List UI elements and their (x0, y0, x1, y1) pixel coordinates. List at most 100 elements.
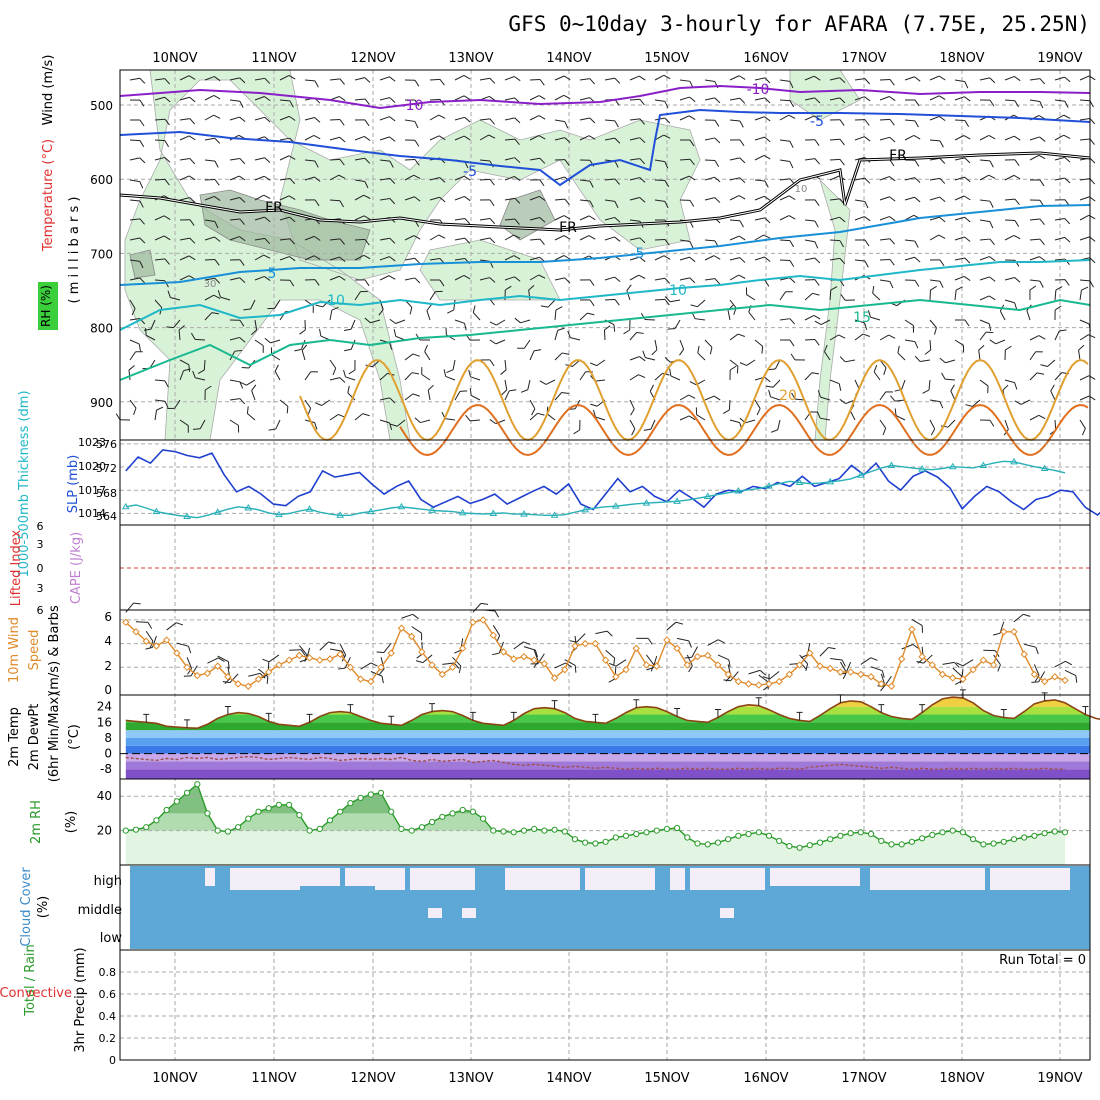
wind-speed-point (122, 618, 130, 626)
wind-barb-upper (779, 114, 796, 121)
contour-label: 15 (853, 310, 871, 326)
thickness-point (703, 492, 712, 499)
temp-minmax-marker (1082, 706, 1089, 715)
rh-point (990, 840, 997, 847)
wind-speed-point (734, 677, 743, 686)
wind-barb-upper (404, 79, 420, 87)
wind-barb-upper (229, 99, 244, 108)
cloud-clear-gap (720, 908, 734, 918)
rh-point (500, 828, 507, 835)
wind-barb-upper (1040, 359, 1056, 368)
temp-minmax-marker (265, 712, 272, 722)
wind-speed-point (265, 668, 273, 676)
temp-tick-label: 8 (104, 731, 112, 745)
wind-speed-point (295, 651, 304, 660)
wind-barb-upper (1079, 118, 1096, 125)
wind-barb-upper (540, 299, 556, 308)
wind-barb-upper (840, 294, 856, 301)
wind-barb-upper (454, 319, 467, 331)
wind-speed-point (908, 625, 916, 634)
wind-barb-upper (914, 355, 931, 363)
wind-barb-upper (779, 195, 796, 201)
date-label-bottom: 12NOV (350, 1071, 395, 1086)
wind-barb-upper (929, 139, 944, 148)
rh-point (888, 841, 895, 848)
contour-label: -10 (747, 82, 770, 98)
wind-barb-upper (804, 257, 821, 264)
contour-label: 30 (204, 279, 217, 290)
rh-point (653, 827, 660, 834)
wind-barb-upper (929, 419, 936, 436)
wind-barb-upper (454, 274, 471, 281)
temp-color-band (125, 737, 1090, 746)
wind-barb-upper (679, 277, 696, 284)
wind-barb-upper (529, 157, 546, 164)
thickness-point (213, 508, 222, 515)
wind-barb-upper (1004, 114, 1021, 121)
wind-barb-upper (404, 257, 421, 264)
wind-barb-upper (1029, 372, 1045, 381)
wind-barb-10m (992, 621, 1005, 636)
wind-barb-upper (429, 279, 445, 287)
wind-barb-upper (704, 137, 721, 144)
cloud-clear-gap (585, 868, 655, 890)
wind-speed-point (336, 650, 344, 658)
wind-barb-upper (729, 75, 746, 81)
wind-barb-upper (1004, 75, 1021, 82)
wind-speed-point (550, 674, 559, 682)
thickness-point (183, 512, 191, 519)
wind-barb-10m (605, 649, 616, 666)
wind-barb-upper (979, 379, 989, 394)
cloud-clear-gap (770, 868, 860, 886)
wind-barb-upper (1004, 234, 1021, 241)
axis-label-slp: SLP (mb) (66, 455, 81, 514)
wind-barb-10m (554, 662, 572, 669)
wind-barb-upper (279, 99, 294, 108)
wind-speed-point (407, 632, 416, 641)
wind-barb-upper (204, 259, 220, 266)
wind-barb-upper (754, 234, 771, 241)
wind-speed-point (816, 662, 824, 670)
wind-barb-upper (304, 176, 321, 182)
wind-barb-upper (446, 359, 456, 374)
lifted-index-tick: 0 (37, 562, 44, 575)
wind-barb-upper (604, 77, 621, 84)
wind-barb-upper (579, 235, 596, 241)
wind-barb-upper (754, 136, 771, 143)
wind-barb-upper (343, 319, 356, 332)
wind-barb-upper (804, 115, 821, 121)
wind-barb-upper (954, 79, 969, 89)
wind-barb-upper (251, 319, 258, 336)
wind-barb-upper (254, 254, 271, 261)
wind-barb-upper (679, 139, 695, 147)
wind-barb-upper (254, 96, 271, 102)
rh-point (449, 810, 456, 817)
thickness-point (550, 511, 559, 518)
wind-barb-upper (979, 256, 996, 262)
rh-point (275, 801, 282, 808)
pressure-tick-label: 800 (90, 322, 113, 336)
wind-barb-upper (329, 136, 346, 143)
temp-minmax-marker (1000, 708, 1007, 718)
rh-point (694, 840, 701, 847)
wind-barb-upper (729, 274, 746, 281)
rh-point (1051, 828, 1058, 835)
wind-barb-upper (954, 339, 965, 353)
wind-barb-upper (879, 118, 895, 126)
wind-barb-upper (879, 196, 896, 202)
wind-barb-upper (704, 119, 720, 127)
wind-barb-upper (573, 419, 581, 435)
wind-barb-upper (629, 75, 646, 81)
contour-label: 10 (669, 283, 687, 299)
temp-minmax-marker (388, 715, 395, 725)
rh-point (132, 826, 140, 833)
precip-tick-label: 0 (109, 1054, 116, 1067)
wind-barb-upper (829, 257, 846, 264)
rh-point (286, 801, 293, 808)
wind-barb-upper (854, 136, 871, 142)
wind-barb-upper (529, 349, 542, 361)
slp-tick-label: 1020 (78, 460, 106, 473)
wind-speed-point (744, 680, 753, 688)
wind-barb-upper (729, 119, 744, 128)
wind-barb-upper (129, 299, 136, 316)
